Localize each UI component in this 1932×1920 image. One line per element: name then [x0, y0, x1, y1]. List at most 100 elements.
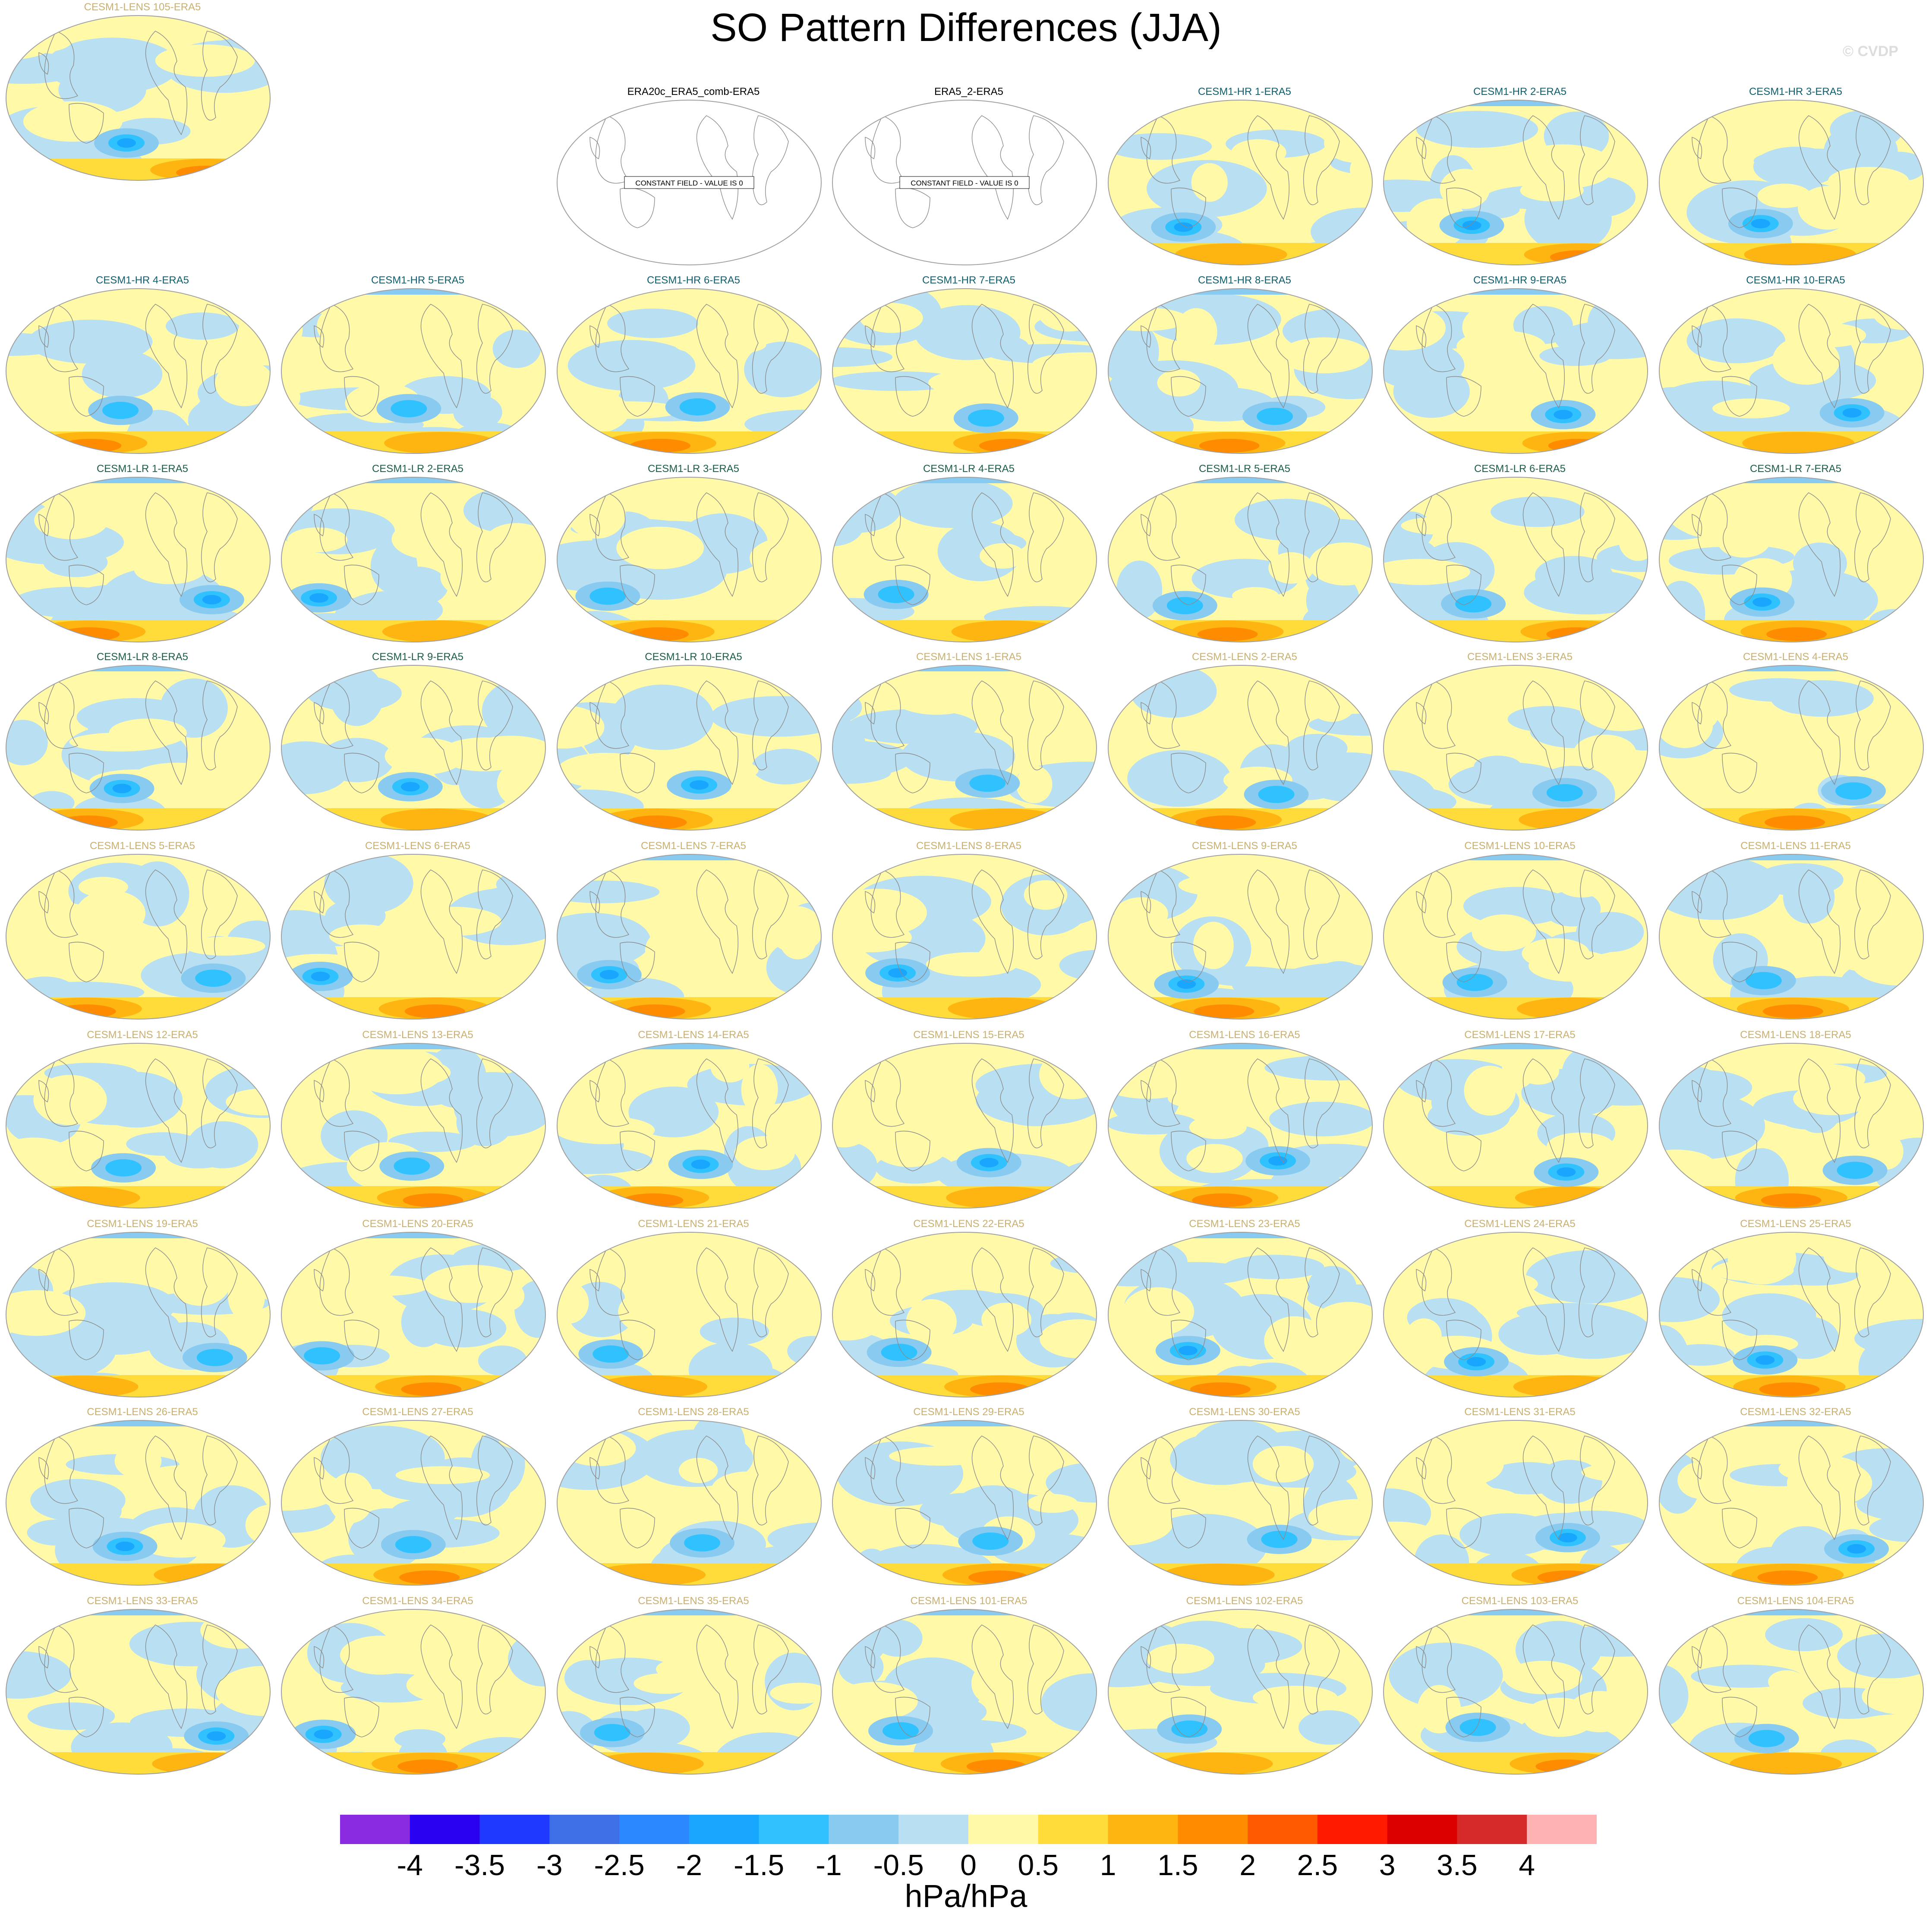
panel-title: CESM1-LENS 26-ERA5: [87, 1406, 198, 1418]
map-field: [6, 477, 270, 642]
map-field: [832, 665, 1097, 830]
colorbar-swatch: [898, 1815, 969, 1844]
map-globe: [281, 1043, 546, 1209]
map-panel: CESM1-LENS 16-ERA5: [1106, 1028, 1383, 1213]
panel-title: CESM1-LENS 5-ERA5: [89, 840, 195, 852]
coastlines: [865, 680, 1064, 793]
panel-title: CESM1-LENS 101-ERA5: [910, 1595, 1027, 1607]
coastlines: [314, 869, 513, 982]
panel-title: CESM1-LR 9-ERA5: [372, 651, 464, 663]
map-globe: [281, 854, 546, 1020]
panel-title: CESM1-LENS 22-ERA5: [913, 1218, 1024, 1230]
map-panel: CESM1-HR 8-ERA5: [1106, 273, 1383, 459]
colorbar-swatch: [1038, 1815, 1109, 1844]
map-field: [1659, 1420, 1923, 1585]
figure-title: SO Pattern Differences (JJA): [710, 6, 1222, 50]
panel-title: CESM1-LR 1-ERA5: [96, 463, 189, 475]
colorbar: [340, 1815, 1597, 1844]
panel-title: CESM1-LENS 7-ERA5: [640, 840, 747, 852]
colorbar-tick-label: -3: [536, 1849, 563, 1882]
map-field: [557, 1232, 821, 1397]
map-panel: CESM1-LENS 103-ERA5: [1382, 1594, 1658, 1779]
map-field: [1659, 854, 1923, 1019]
map-panel: CESM1-LR 8-ERA5: [4, 650, 281, 835]
map-panel: CESM1-LENS 102-ERA5: [1106, 1594, 1383, 1779]
colorbar-tick-label: 2: [1239, 1849, 1256, 1882]
coastlines: [314, 1247, 513, 1360]
panel-title: CESM1-HR 1-ERA5: [1198, 86, 1292, 98]
colorbar-swatch: [549, 1815, 620, 1844]
map-panel: CESM1-LENS 28-ERA5: [555, 1405, 832, 1590]
coastlines: [1416, 1247, 1615, 1360]
map-panel: CESM1-LR 7-ERA5: [1658, 462, 1932, 647]
map-globe: [6, 288, 271, 454]
coastlines: [589, 1435, 789, 1549]
map-globe: [1383, 288, 1648, 454]
map-panel: CESM1-LENS 13-ERA5: [280, 1028, 556, 1213]
map-globe: [1108, 665, 1373, 831]
map-panel: CESM1-LENS 3-ERA5: [1382, 650, 1658, 835]
map-panel: CESM1-HR 10-ERA5: [1658, 273, 1932, 459]
coastlines: [1692, 1247, 1891, 1360]
map-field: [1384, 1609, 1648, 1774]
coastlines: [1141, 680, 1340, 793]
map-field: [1659, 477, 1923, 642]
panel-title: CESM1-LR 4-ERA5: [923, 463, 1015, 475]
panel-title: CESM1-LENS 19-ERA5: [87, 1218, 198, 1230]
map-field: [1659, 1043, 1923, 1208]
panel-title: CESM1-LR 3-ERA5: [647, 463, 740, 475]
constant-field-label: CONSTANT FIELD - VALUE IS 0: [635, 179, 743, 187]
colorbar-swatch: [1248, 1815, 1318, 1844]
map-panel: CESM1-LENS 15-ERA5: [831, 1028, 1107, 1213]
map-field: [832, 1232, 1097, 1397]
panel-title: CESM1-LR 5-ERA5: [1198, 463, 1291, 475]
map-field: [557, 665, 821, 830]
map-panel: CESM1-LENS 101-ERA5: [831, 1594, 1107, 1779]
panel-title: CESM1-LENS 1-ERA5: [916, 651, 1022, 663]
map-field: [1659, 100, 1923, 265]
map-globe: [1108, 477, 1373, 642]
map-globe: [6, 1232, 271, 1398]
map-globe: [1383, 665, 1648, 831]
panel-title: CESM1-HR 10-ERA5: [1746, 274, 1845, 286]
map-panel: CESM1-LENS 31-ERA5: [1382, 1405, 1658, 1590]
map-globe: [832, 1420, 1097, 1586]
map-globe: [1108, 1043, 1373, 1209]
map-panel: CESM1-LENS 22-ERA5: [831, 1217, 1107, 1402]
colorbar-swatch: [1387, 1815, 1457, 1844]
coastlines: [1416, 680, 1615, 793]
coastlines: [1416, 115, 1615, 228]
constant-field-label: CONSTANT FIELD - VALUE IS 0: [911, 179, 1018, 187]
coastlines: [1416, 304, 1615, 417]
map-globe: [557, 1232, 822, 1398]
map-panel: CESM1-LENS 21-ERA5: [555, 1217, 832, 1402]
coastlines: [314, 304, 513, 417]
map-panel: CESM1-LENS 10-ERA5: [1382, 839, 1658, 1024]
map-panel: CESM1-HR 5-ERA5: [280, 273, 556, 459]
map-field: [1384, 477, 1648, 642]
colorbar-tick-label: 3: [1379, 1849, 1396, 1882]
coastlines: [589, 304, 789, 417]
map-field: [557, 1420, 821, 1585]
coastlines: [38, 1435, 238, 1549]
map-panel: CESM1-HR 9-ERA5: [1382, 273, 1658, 459]
colorbar-tick-label: -0.5: [873, 1849, 924, 1882]
panel-title: CESM1-LENS 27-ERA5: [362, 1406, 473, 1418]
map-field: [1659, 1232, 1923, 1397]
coastlines: [38, 492, 238, 605]
coastlines: [38, 680, 238, 793]
map-panel: CESM1-LENS 23-ERA5: [1106, 1217, 1383, 1402]
coastlines: [589, 1058, 789, 1171]
map-field: [1108, 1609, 1372, 1774]
colorbar-swatch: [689, 1815, 760, 1844]
colorbar-swatch: [1178, 1815, 1248, 1844]
map-globe: [1383, 100, 1648, 265]
map-globe: CONSTANT FIELD - VALUE IS 0: [557, 100, 822, 265]
map-globe: [281, 665, 546, 831]
panel-title: CESM1-LENS 9-ERA5: [1191, 840, 1298, 852]
map-panel: CESM1-LENS 17-ERA5: [1382, 1028, 1658, 1213]
cvdp-watermark: © CVDP: [1843, 43, 1898, 60]
map-field: [281, 665, 545, 830]
colorbar-tick-label: -3.5: [454, 1849, 505, 1882]
map-field: [6, 665, 270, 830]
